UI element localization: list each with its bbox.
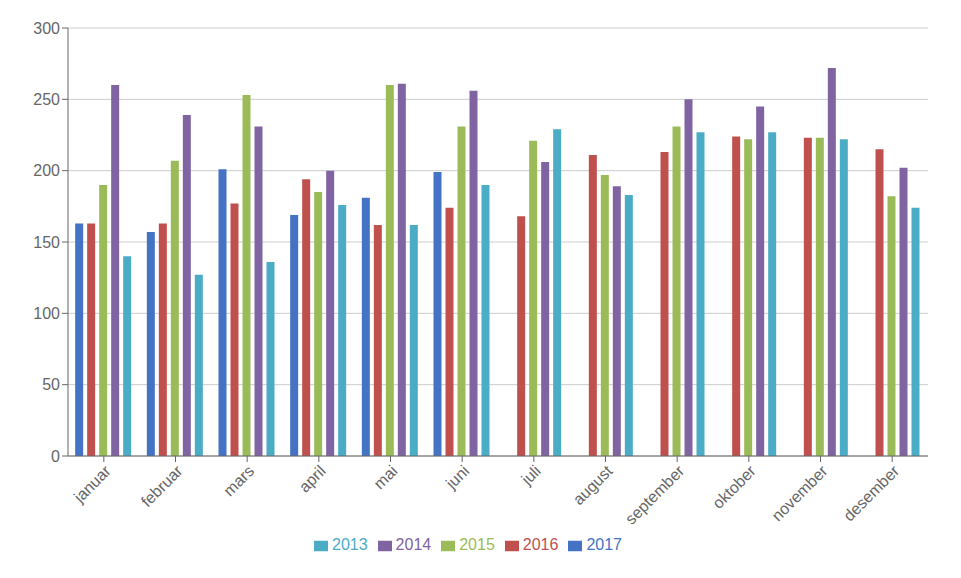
html-text:2014: 2014 xyxy=(395,536,432,553)
svg-text:november: november xyxy=(768,462,831,525)
svg-text:september: september xyxy=(622,462,688,528)
svg-text:desember: desember xyxy=(840,462,903,525)
svg-text:150: 150 xyxy=(33,234,60,251)
svg-text:100: 100 xyxy=(33,305,60,322)
html-text:2013: 2013 xyxy=(332,536,368,553)
svg-text:200: 200 xyxy=(33,162,60,179)
svg-text:juli: juli xyxy=(517,462,544,489)
svg-text:0: 0 xyxy=(51,448,60,465)
html-text:2015: 2015 xyxy=(459,536,495,553)
svg-text:februar: februar xyxy=(138,462,186,510)
svg-text:300: 300 xyxy=(33,20,60,37)
svg-text:mai: mai xyxy=(370,462,400,492)
html-text:2017: 2017 xyxy=(586,536,622,553)
svg-text:januar: januar xyxy=(70,462,115,507)
svg-text:mars: mars xyxy=(220,462,257,499)
svg-text:50: 50 xyxy=(42,376,60,393)
svg-text:august: august xyxy=(570,462,616,508)
svg-text:juni: juni xyxy=(442,462,472,492)
svg-text:oktober: oktober xyxy=(709,462,759,512)
html-text:2016: 2016 xyxy=(522,536,559,553)
svg-text:april: april xyxy=(296,462,329,495)
svg-text:250: 250 xyxy=(33,91,60,108)
